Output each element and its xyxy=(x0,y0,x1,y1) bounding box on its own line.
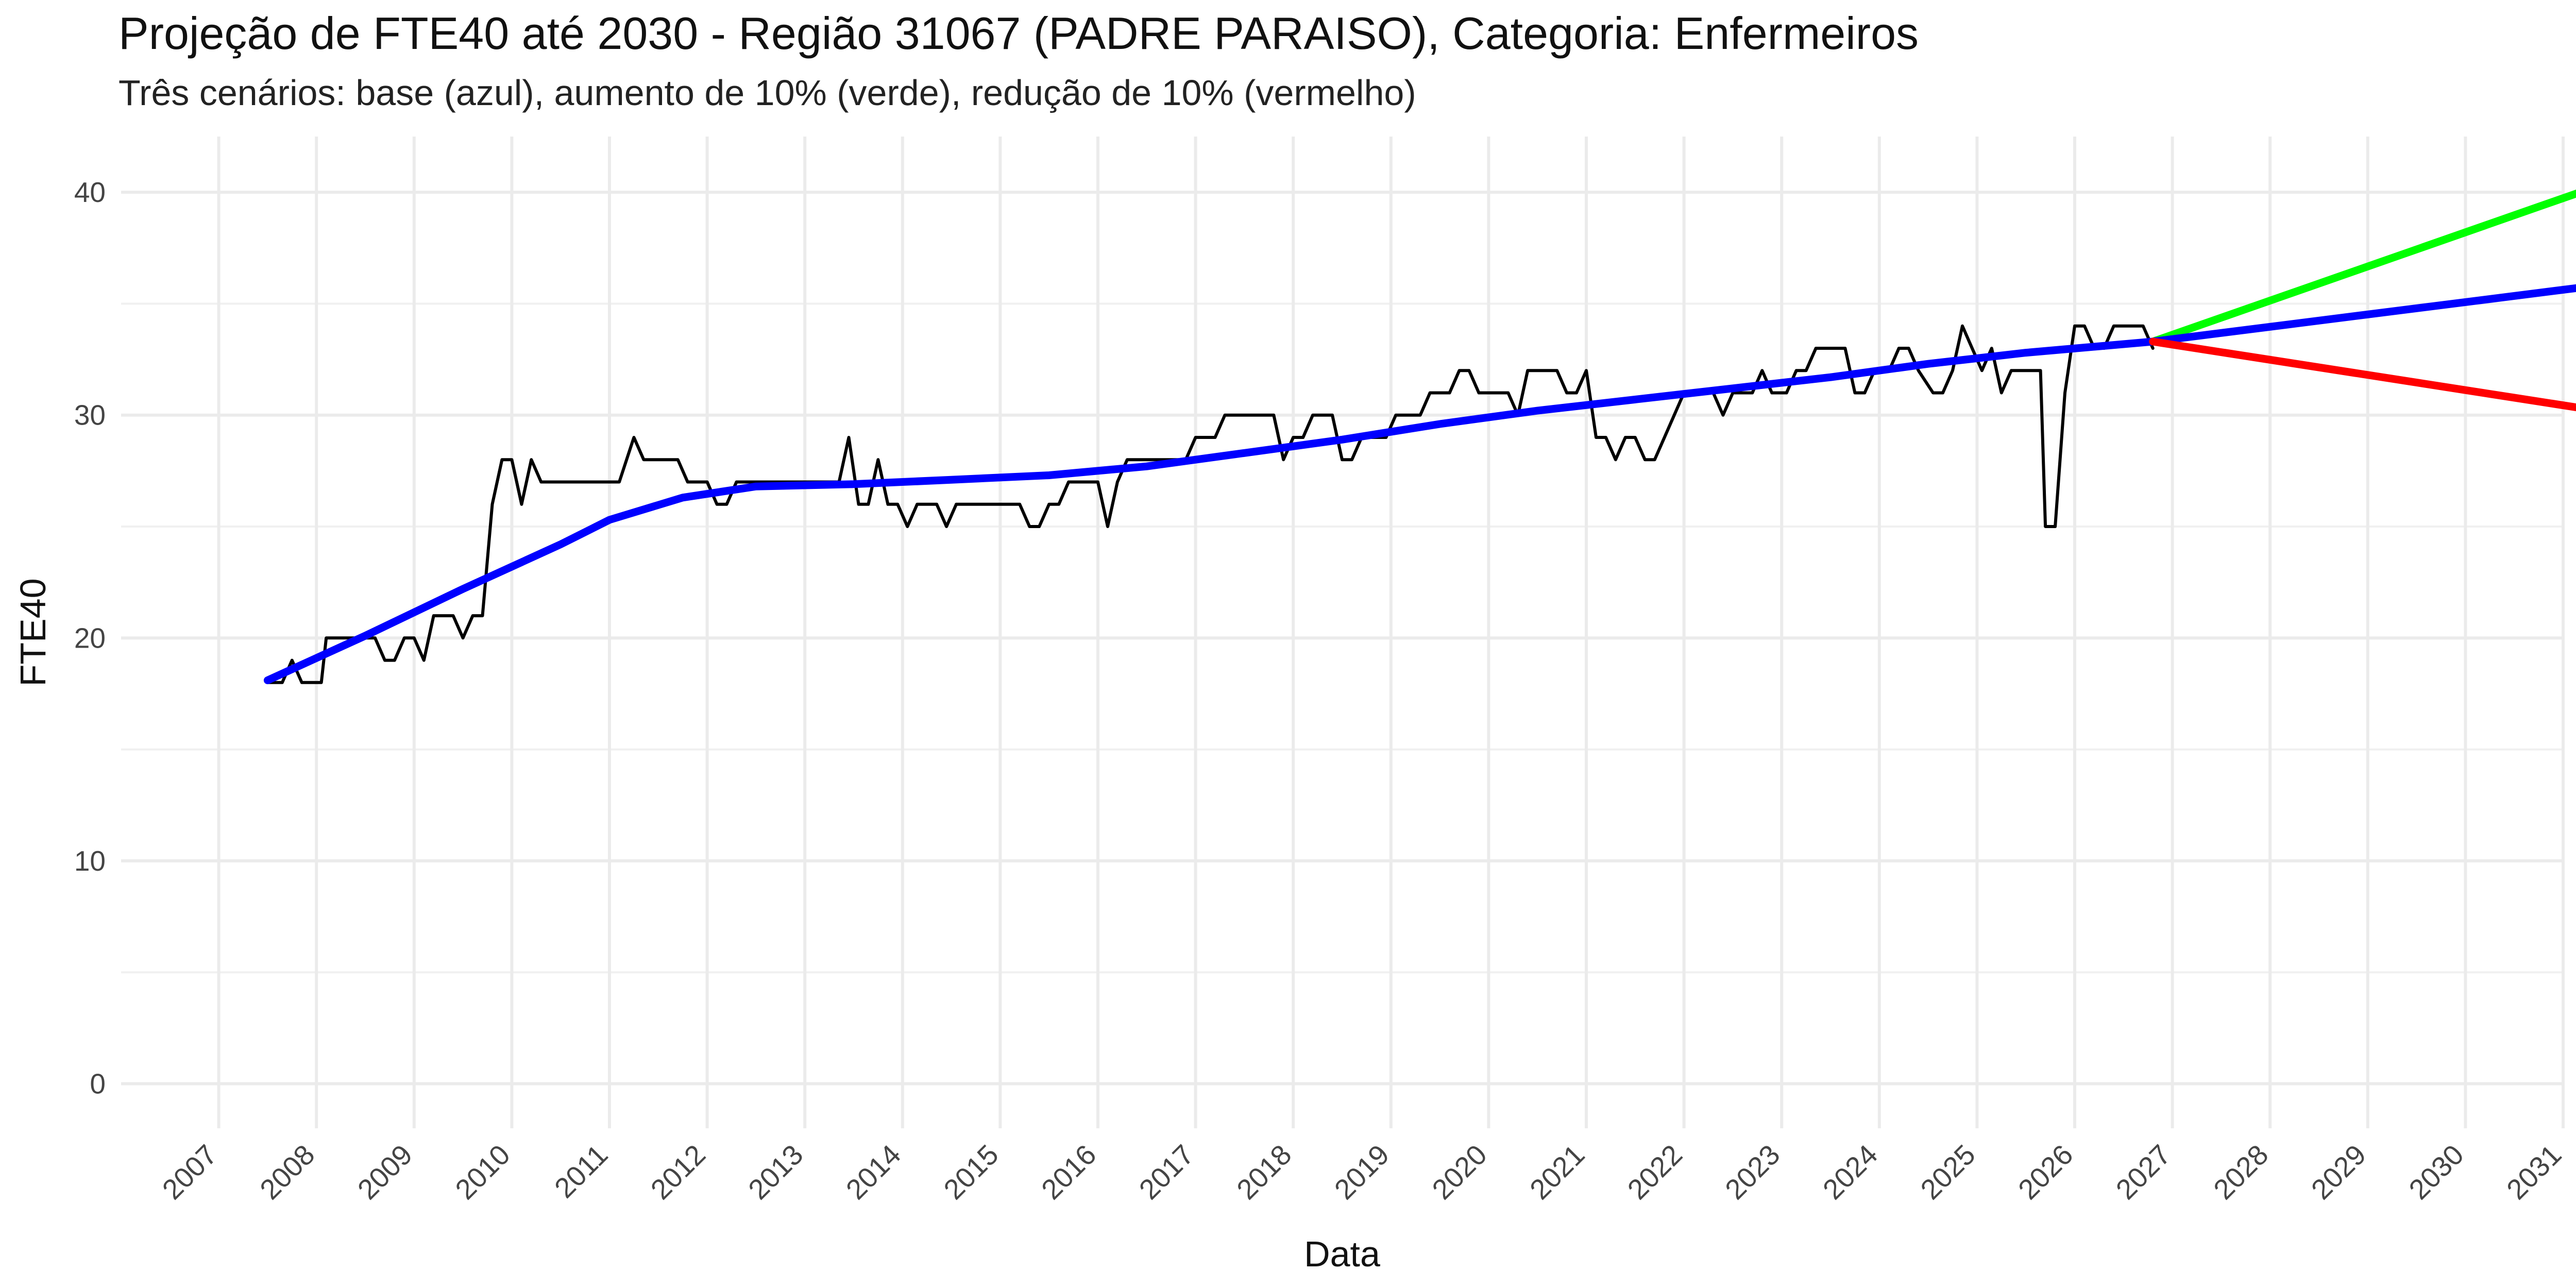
series-line-5 xyxy=(2149,337,2576,412)
x-tick-label: 2025 xyxy=(1914,1139,1981,1206)
x-tick-label: 2024 xyxy=(1817,1139,1884,1206)
x-tick-label: 2030 xyxy=(2403,1139,2470,1206)
x-tick-label: 2011 xyxy=(548,1139,614,1204)
x-tick-label: 2027 xyxy=(2110,1139,2177,1206)
y-tick-label: 40 xyxy=(74,176,106,208)
x-tick-label: 2016 xyxy=(1035,1139,1102,1206)
x-tick-label: 2021 xyxy=(1523,1139,1590,1206)
x-tick-label: 2018 xyxy=(1230,1139,1297,1206)
y-tick-label: 30 xyxy=(74,399,106,431)
x-tick-label: 2009 xyxy=(351,1139,418,1206)
y-tick-label: 10 xyxy=(74,845,106,877)
x-tick-label: 2023 xyxy=(1719,1139,1786,1206)
series-line-1 xyxy=(266,324,2155,684)
x-tick-label: 2026 xyxy=(2012,1139,2079,1206)
x-tick-label: 2010 xyxy=(449,1139,516,1206)
x-tick-label: 2012 xyxy=(645,1139,711,1206)
chart-title: Projeção de FTE40 até 2030 - Região 3106… xyxy=(118,8,1919,59)
series-line-3 xyxy=(2149,189,2576,346)
x-tick-label: 2013 xyxy=(742,1139,809,1206)
x-tick-label: 2007 xyxy=(156,1139,223,1206)
y-axis-title: FTE40 xyxy=(13,578,53,686)
y-tick-label: 20 xyxy=(74,622,106,654)
y-tick-label: 0 xyxy=(90,1067,106,1099)
x-tick-label: 2019 xyxy=(1328,1139,1395,1206)
x-tick-label: 2017 xyxy=(1133,1139,1200,1206)
x-tick-label: 2022 xyxy=(1621,1139,1688,1206)
series-line-2 xyxy=(263,337,2157,684)
series-line-4 xyxy=(2149,284,2576,346)
x-tick-label: 2015 xyxy=(938,1139,1005,1206)
x-axis-title: Data xyxy=(1304,1234,1380,1274)
x-tick-label: 2014 xyxy=(840,1139,907,1206)
x-tick-label: 2028 xyxy=(2207,1139,2274,1206)
x-tick-label: 2031 xyxy=(2500,1139,2567,1206)
chart-subtitle: Três cenários: base (azul), aumento de 1… xyxy=(118,73,1416,113)
x-tick-label: 2020 xyxy=(1426,1139,1493,1206)
x-tick-label: 2008 xyxy=(253,1139,320,1206)
x-tick-label: 2029 xyxy=(2305,1139,2372,1206)
